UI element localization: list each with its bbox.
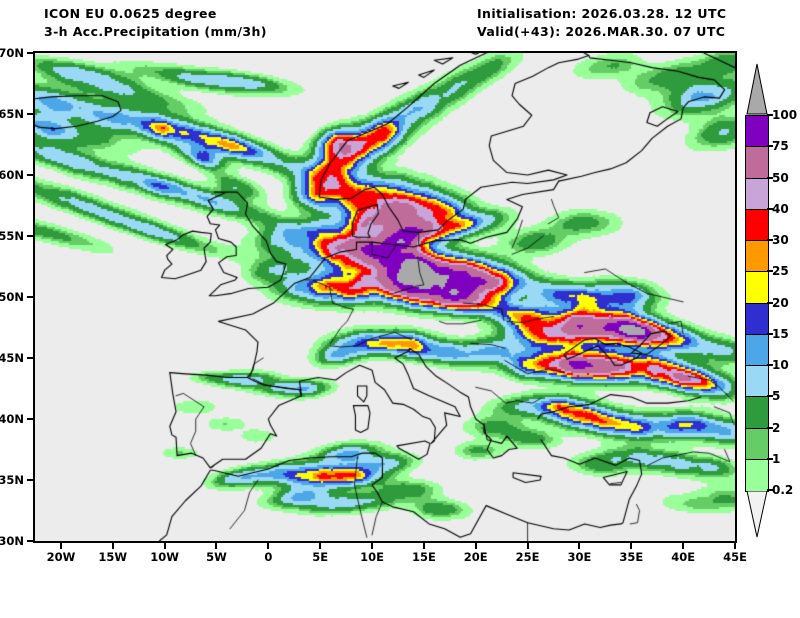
y-axis-label: 60N [0, 168, 24, 182]
colorbar-label: 2 [772, 420, 781, 435]
x-axis-tick [215, 543, 218, 549]
colorbar-tick [767, 114, 773, 116]
x-axis-tick [371, 543, 374, 549]
colorbar-label: 10 [772, 358, 789, 372]
x-axis-label: 5W [206, 550, 227, 564]
x-axis-label: 10E [360, 550, 384, 564]
colorbar-tick [767, 364, 773, 366]
colorbar-label: 15 [772, 326, 789, 341]
colorbar-label: 40 [772, 201, 789, 216]
y-axis-tick [27, 540, 33, 542]
y-axis-label: 35N [0, 473, 24, 487]
colorbar-segment [746, 366, 768, 398]
x-axis-label: 20W [46, 550, 76, 564]
x-axis-tick [474, 543, 477, 549]
x-axis-label: 15E [411, 550, 436, 564]
colorbar-tick [767, 145, 773, 148]
colorbar-segment [746, 428, 768, 460]
y-axis-label: 40N [0, 412, 24, 426]
colorbar-segment [746, 241, 768, 273]
colorbar-tick [767, 426, 773, 429]
y-axis-label: 50N [0, 290, 24, 304]
x-axis-label: 10W [150, 550, 179, 564]
precipitation-field-canvas [35, 53, 735, 541]
x-axis-label: 30E [567, 550, 592, 564]
colorbar-tick [767, 301, 773, 304]
x-axis-tick [267, 543, 270, 549]
colorbar-under-arrow [746, 491, 768, 538]
colorbar-label: 25 [772, 264, 789, 279]
colorbar-tick [767, 239, 773, 241]
y-axis-label: 65N [0, 107, 24, 121]
colorbar-label: 50 [772, 170, 789, 185]
colorbar-segment [746, 178, 768, 210]
model-title: ICON EU 0.0625 degree [44, 6, 217, 21]
x-axis-tick [163, 543, 166, 549]
y-axis-tick [27, 418, 33, 420]
colorbar-segment [746, 334, 768, 366]
x-axis-tick [578, 543, 581, 549]
x-axis-label: 15W [98, 550, 128, 564]
x-axis-label: 5E [312, 550, 329, 564]
x-axis-label: 0 [264, 550, 273, 564]
colorbar-segment [746, 209, 768, 241]
colorbar-tick [767, 457, 773, 460]
colorbar-label: 30 [772, 233, 789, 247]
x-axis-tick [59, 543, 62, 549]
y-axis-label: 55N [0, 229, 24, 243]
x-axis-tick [734, 543, 736, 549]
y-axis-tick [27, 479, 33, 481]
valid-time: Valid(+43): 2026.MAR.30. 07 UTC [477, 24, 726, 39]
x-axis-tick [630, 543, 633, 549]
precipitation-colorbar [745, 115, 769, 492]
x-axis-label: 20E [463, 550, 488, 564]
colorbar-tick [767, 332, 773, 335]
colorbar-label: 100 [772, 108, 798, 122]
colorbar-segment [746, 459, 768, 491]
colorbar-tick [767, 270, 773, 273]
colorbar-tick [767, 395, 773, 398]
x-axis-label: 25E [515, 550, 540, 564]
x-axis-tick [682, 543, 685, 549]
y-axis-tick [27, 174, 33, 176]
x-axis-tick [526, 543, 529, 549]
colorbar-segment [746, 397, 768, 429]
colorbar-label: 75 [772, 139, 789, 154]
colorbar-tick [767, 489, 773, 491]
y-axis-label: 45N [0, 351, 24, 365]
colorbar-label: 1 [772, 451, 781, 466]
colorbar-tick [767, 176, 773, 179]
colorbar-label: 0.2 [772, 483, 794, 497]
x-axis-tick [422, 543, 425, 549]
colorbar-tick [767, 207, 773, 210]
y-axis-tick [27, 52, 33, 54]
initialisation-time: Initialisation: 2026.03.28. 12 UTC [477, 6, 727, 21]
colorbar-over-arrow [746, 63, 768, 115]
y-axis-tick [27, 357, 33, 359]
y-axis-tick [27, 113, 33, 115]
map-plot-area [33, 51, 737, 543]
x-axis-tick [319, 543, 322, 549]
x-axis-label: 45E [723, 550, 747, 564]
colorbar-segment [746, 116, 768, 148]
x-axis-tick [111, 543, 114, 549]
y-axis-tick [27, 296, 33, 298]
y-axis-label: 70N [0, 46, 24, 60]
y-axis-tick [27, 235, 33, 237]
colorbar-segment [746, 303, 768, 335]
field-title: 3-h Acc.Precipitation (mm/3h) [44, 24, 267, 39]
colorbar-label: 5 [772, 389, 781, 404]
x-axis-label: 35E [619, 550, 644, 564]
x-axis-label: 40E [671, 550, 696, 564]
colorbar-segment [746, 147, 768, 179]
y-axis-label: 30N [0, 534, 24, 548]
colorbar-label: 20 [772, 295, 789, 310]
colorbar-segment [746, 272, 768, 304]
